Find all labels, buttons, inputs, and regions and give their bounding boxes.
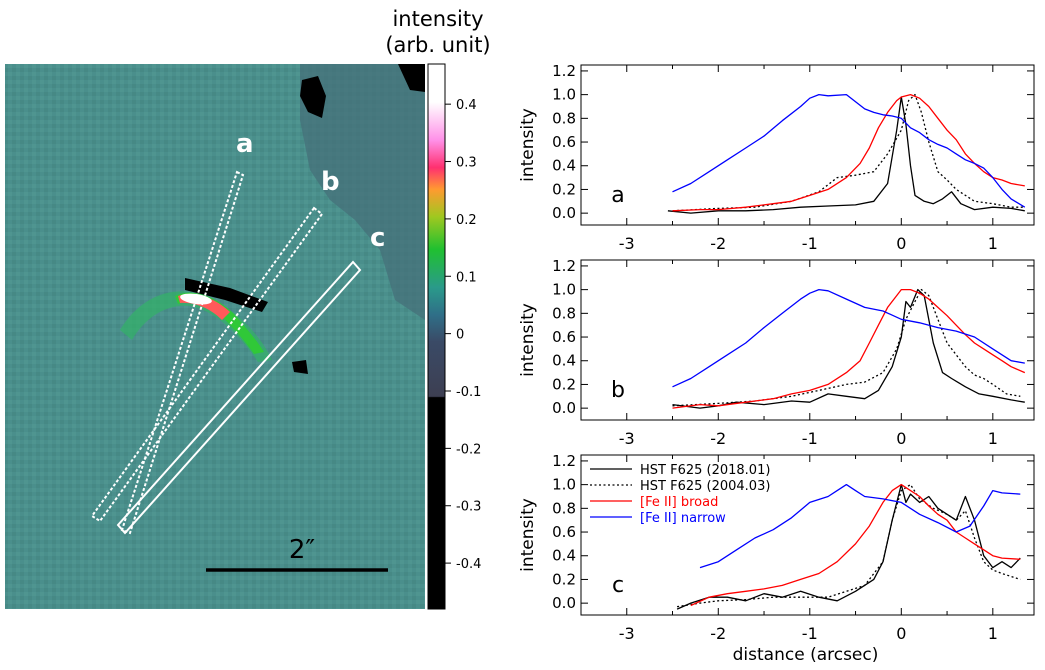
series-line-hst-f625-2004-03- — [676, 483, 1021, 608]
y-tick-label: 0.0 — [552, 399, 576, 417]
plot-panel-b: -3 -2 -1 0 1 0.0 0.2 0.4 0.6 0.8 1.0 1.2 intensity b — [518, 257, 1035, 448]
panel-label: b — [611, 378, 625, 403]
series-line--fe-ii-narrow — [672, 93, 1026, 208]
series-line-hst-f625-2004-03- — [672, 288, 1021, 407]
y-tick-label: 0.2 — [552, 570, 576, 588]
plot-frame — [580, 64, 1035, 226]
slit-label-b: b — [321, 167, 340, 197]
colorbar-tick-label: 0.4 — [456, 98, 477, 113]
colorbar-tick-label: 0.3 — [456, 156, 477, 171]
slit-label-c: c — [370, 223, 385, 253]
colorbar-frame — [427, 63, 446, 610]
y-tick-label: 0.4 — [552, 547, 576, 565]
series-line-hst-f625-2018-01- — [667, 96, 1025, 214]
black-blob-top-right — [398, 64, 425, 92]
y-tick-label: 0.8 — [552, 499, 576, 517]
y-tick-label: 0.8 — [552, 109, 576, 127]
x-tick-label: -3 — [619, 429, 635, 448]
green-halo-arc — [120, 291, 272, 362]
bright-peak — [180, 293, 212, 305]
x-tick-label: 0 — [896, 624, 906, 643]
panel-label: c — [612, 573, 624, 598]
legend-label: [Fe II] narrow — [640, 511, 726, 526]
slit-b — [90, 206, 324, 523]
black-band-upper-arc — [185, 278, 268, 312]
x-tick-label: -1 — [802, 234, 818, 253]
colorbar: intensity (arb. unit) 0.4 0.3 0.2 0.1 0 -0.1 -… — [385, 7, 491, 610]
y-tick-label: 1.2 — [552, 452, 576, 470]
dark-region-upper-right — [300, 64, 425, 320]
x-tick-label: -2 — [710, 624, 726, 643]
series-line-hst-f625-2018-01- — [672, 288, 1025, 409]
slit-a — [120, 170, 245, 535]
x-tick-label: -3 — [619, 234, 635, 253]
colorbar-tick-label: -0.3 — [456, 500, 481, 515]
colorbar-tick-label: -0.4 — [456, 557, 481, 572]
y-axis-label: intensity — [518, 498, 538, 572]
x-tick-label: 0 — [896, 429, 906, 448]
y-tick-label: 0.6 — [552, 328, 576, 346]
x-tick-label: 0 — [896, 234, 906, 253]
y-tick-label: 0.4 — [552, 352, 576, 370]
colorbar-tick-label: -0.1 — [456, 385, 481, 400]
y-tick-label: 0.6 — [552, 133, 576, 151]
black-blob-top — [300, 76, 326, 118]
colorbar-title-line1: intensity — [392, 7, 483, 31]
y-tick-label: 0.6 — [552, 523, 576, 541]
legend: HST F625 (2018.01)HST F625 (2004.03)[Fe … — [590, 463, 770, 526]
x-tick-label: -1 — [802, 429, 818, 448]
panel-label: a — [611, 183, 624, 208]
plot-frame — [580, 454, 1035, 616]
plot-frame — [580, 259, 1035, 421]
legend-label: [Fe II] broad — [640, 495, 718, 510]
legend-label: HST F625 (2018.01) — [640, 463, 770, 478]
black-spot-lower — [292, 360, 308, 374]
y-axis-label: intensity — [518, 303, 538, 377]
x-tick-label: -3 — [619, 624, 635, 643]
slit-label-a: a — [236, 129, 254, 159]
colorbar-tick-label: 0 — [456, 328, 464, 343]
colorbar-tick-label: 0.1 — [456, 270, 477, 285]
legend-label: HST F625 (2004.03) — [640, 479, 770, 494]
plot-panel-a: -3 -2 -1 0 1 0.0 0.2 0.4 0.6 0.8 1.0 1.2 intensity a — [518, 62, 1035, 253]
plot-panel-c: -3 -2 -1 0 1 0.0 0.2 0.4 0.6 0.8 1.0 1.2 intensity c d… — [518, 452, 1035, 665]
y-axis-label: intensity — [518, 108, 538, 182]
scale-bar-label: 2″ — [289, 535, 316, 565]
y-tick-label: 0.8 — [552, 304, 576, 322]
y-tick-label: 0.2 — [552, 180, 576, 198]
colorbar-title-line2: (arb. unit) — [385, 33, 490, 57]
colorbar-tick-label: -0.2 — [456, 442, 481, 457]
x-tick-label: -2 — [710, 429, 726, 448]
colorbar-scale — [428, 64, 445, 609]
series-line--fe-ii-narrow — [699, 483, 1021, 569]
x-tick-label: -1 — [802, 624, 818, 643]
series-line-hst-f625-2004-03- — [672, 93, 1025, 212]
y-tick-label: 1.2 — [552, 62, 576, 80]
y-tick-label: 0.2 — [552, 375, 576, 393]
series-line--fe-ii-broad — [690, 483, 1021, 607]
series-line--fe-ii-narrow — [672, 288, 1025, 388]
y-tick-label: 1.2 — [552, 257, 576, 275]
x-tick-label: -2 — [710, 234, 726, 253]
y-tick-label: 1.0 — [552, 281, 576, 299]
series-line--fe-ii-broad — [672, 93, 1025, 212]
y-tick-label: 0.4 — [552, 157, 576, 175]
y-tick-label: 0.0 — [552, 594, 576, 612]
y-tick-label: 0.0 — [552, 204, 576, 222]
colorbar-tick-label: 0.2 — [456, 213, 477, 228]
y-tick-label: 1.0 — [552, 476, 576, 494]
y-tick-label: 1.0 — [552, 86, 576, 104]
series-line-hst-f625-2018-01- — [676, 483, 1021, 610]
slit-c — [116, 260, 362, 535]
series-line--fe-ii-broad — [672, 288, 1026, 409]
x-axis-label: distance (arcsec) — [733, 645, 879, 665]
x-tick-label: 1 — [988, 624, 998, 643]
x-tick-label: 1 — [988, 429, 998, 448]
image-panel: a b c 2″ — [5, 64, 425, 609]
x-tick-label: 1 — [988, 234, 998, 253]
